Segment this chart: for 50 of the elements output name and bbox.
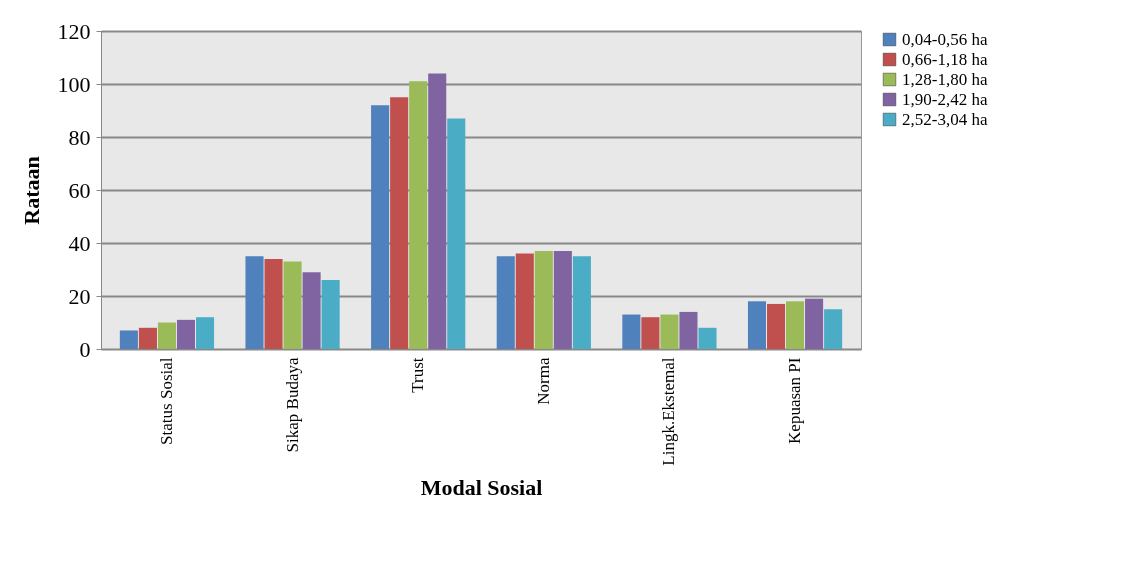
x-tick-label: Kepuasan PI [785,357,805,444]
y-tick-label: 40 [68,230,91,256]
legend-label: 0,66-1,18 ha [902,49,988,69]
bar [264,258,283,349]
bar [390,97,409,349]
bar [534,250,553,349]
legend-label: 1,90-2,42 ha [902,89,988,109]
bar [805,298,824,349]
bar [679,311,698,349]
y-tick-label: 100 [57,71,91,97]
bar [553,250,572,349]
bar [321,280,340,349]
y-tick-label: 20 [68,283,91,309]
bar [447,118,466,349]
x-tick-label: Norma [533,357,553,405]
x-axis-title: Modal Sosial [420,474,543,500]
bar [572,256,591,349]
y-axis-title: Rataan [18,156,44,225]
bar [660,314,679,349]
legend-label: 2,52-3,04 ha [902,109,988,129]
y-tick-label: 0 [79,336,91,362]
bar [428,73,447,349]
bar [409,81,428,349]
bar [622,314,641,349]
bar [824,309,843,349]
bar [138,327,157,349]
y-tick-label: 120 [57,18,91,44]
bar [698,327,717,349]
bar [119,330,138,349]
y-tick-label: 60 [68,177,91,203]
bar [747,301,767,349]
x-tick-label: Sikap Budaya [282,357,302,453]
bar [641,317,660,349]
bar [786,301,805,349]
bar [157,322,176,349]
x-tick-label: Trust [408,357,428,393]
legend-label: 1,28-1,80 ha [902,69,988,89]
bar [496,256,515,349]
bar [283,261,302,349]
x-tick-label: Lingk.Ekstemal [659,357,679,466]
y-tick-label: 80 [68,124,91,150]
bar [515,253,534,349]
legend-label: 0,04-0,56 ha [902,29,988,49]
bar [371,105,390,349]
bar [302,272,321,349]
x-tick-label: Status Sosial [156,357,176,445]
bar [766,303,786,349]
bar [195,317,215,349]
bar [245,256,264,349]
bar [176,319,196,349]
